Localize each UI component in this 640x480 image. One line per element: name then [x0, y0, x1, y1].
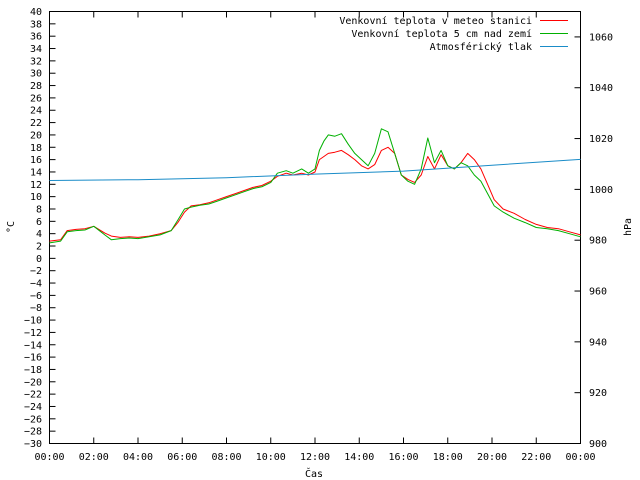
- y-tick-label: 40: [30, 7, 42, 18]
- y2-tick-label: 940: [589, 337, 607, 348]
- y-tick-label: 16: [30, 155, 42, 166]
- x-tick-label: 00:00: [565, 452, 595, 463]
- x-tick-label: 18:00: [433, 452, 463, 463]
- y-axis-label: °C: [6, 221, 17, 233]
- x-tick-label: 22:00: [521, 452, 551, 463]
- y2-axis-tick-labels: 1060 1040 1020 1000 980 960 940 920 900: [589, 32, 613, 450]
- series-line-1: [49, 128, 581, 244]
- y-tick-label: −6: [30, 291, 42, 302]
- legend: Venkovní teplota v meteo stanici Venkovn…: [339, 15, 568, 53]
- y-tick-label: 4: [36, 229, 42, 240]
- y-tick-label: −24: [24, 402, 42, 413]
- legend-label-pressure: Atmosférický tlak: [430, 41, 532, 53]
- x-tick-label: 12:00: [300, 452, 330, 463]
- y-tick-label: 18: [30, 143, 42, 154]
- y-tick-label: 34: [30, 44, 42, 55]
- x-tick-label: 10:00: [256, 452, 286, 463]
- y-tick-label: 20: [30, 130, 42, 141]
- y-tick-label: 38: [30, 19, 42, 30]
- y-tick-label: −26: [24, 414, 42, 425]
- y-tick-label: −16: [24, 353, 42, 364]
- series-lines: [49, 128, 581, 244]
- legend-label-station-temp: Venkovní teplota v meteo stanici: [339, 15, 532, 27]
- y-tick-label: 36: [30, 32, 42, 43]
- y-tick-label: 32: [30, 56, 42, 67]
- y-tick-label: −12: [24, 328, 42, 339]
- legend-label-ground-temp: Venkovní teplota 5 cm nad zemí: [351, 28, 532, 40]
- series-line-2: [49, 158, 581, 181]
- y2-tick-label: 960: [589, 287, 607, 298]
- y-tick-label: −14: [24, 340, 42, 351]
- y-tick-label: −10: [24, 316, 42, 327]
- y-axis-tick-labels: 4038363432302826242220181614121086420−2−…: [24, 7, 42, 450]
- y-tick-label: 26: [30, 93, 42, 104]
- y-tick-label: −18: [24, 365, 42, 376]
- y-tick-label: 8: [36, 204, 42, 215]
- series-line-0: [49, 146, 581, 242]
- x-tick-label: 02:00: [79, 452, 109, 463]
- y-tick-label: 12: [30, 180, 42, 191]
- y-tick-label: −30: [24, 439, 42, 450]
- x-tick-label: 16:00: [388, 452, 418, 463]
- y-tick-label: 28: [30, 81, 42, 92]
- y-tick-label: 30: [30, 69, 42, 80]
- plot-frame: [49, 11, 581, 444]
- y-tick-label: 24: [30, 106, 42, 117]
- y-tick-label: −22: [24, 390, 42, 401]
- y2-tick-label: 920: [589, 388, 607, 399]
- x-tick-label: 08:00: [211, 452, 241, 463]
- y-tick-label: 10: [30, 192, 42, 203]
- x-axis-label: Čas: [305, 467, 323, 480]
- y2-tick-label: 980: [589, 236, 607, 247]
- y-tick-label: −28: [24, 427, 42, 438]
- y2-tick-label: 1000: [589, 185, 613, 196]
- y2-tick-label: 900: [589, 439, 607, 450]
- y-tick-label: 22: [30, 118, 42, 129]
- y2-axis-label: hPa: [623, 218, 634, 236]
- y-tick-label: 6: [36, 217, 42, 228]
- y-tick-label: 2: [36, 242, 42, 253]
- x-tick-label: 20:00: [477, 452, 507, 463]
- y2-tick-label: 1040: [589, 83, 613, 94]
- y-tick-label: −4: [30, 279, 42, 290]
- axis-ticks: [49, 11, 581, 444]
- y-tick-label: −8: [30, 303, 42, 314]
- y-tick-label: −2: [30, 266, 42, 277]
- y2-tick-label: 1020: [589, 134, 613, 145]
- x-tick-label: 04:00: [123, 452, 153, 463]
- x-axis-tick-labels: 00:00 02:00 04:00 06:00 08:00 10:00 12:00 14:00…: [34, 452, 595, 463]
- y-tick-label: −20: [24, 377, 42, 388]
- x-tick-label: 06:00: [167, 452, 197, 463]
- y-tick-label: 0: [36, 254, 42, 265]
- x-tick-label: 14:00: [344, 452, 374, 463]
- y-tick-label: 14: [30, 167, 42, 178]
- x-tick-label: 00:00: [34, 452, 64, 463]
- y2-tick-label: 1060: [589, 32, 613, 43]
